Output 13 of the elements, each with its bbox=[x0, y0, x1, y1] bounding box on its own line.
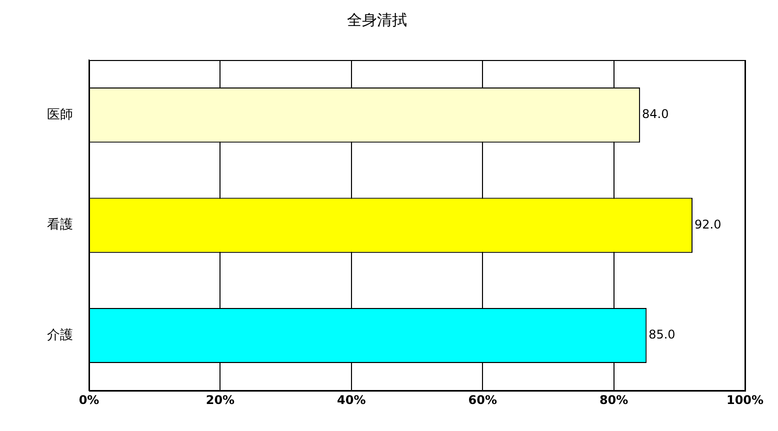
data-label: 84.0 bbox=[642, 107, 669, 122]
y-tick-label: 介護 bbox=[47, 328, 73, 343]
x-tick-label: 60% bbox=[468, 392, 497, 407]
y-tick-label: 看護 bbox=[47, 218, 73, 233]
x-tick-label: 40% bbox=[337, 392, 366, 407]
x-tick-label: 100% bbox=[726, 392, 764, 407]
data-label: 85.0 bbox=[648, 328, 676, 342]
chart-title: 全身清拭 bbox=[347, 10, 407, 29]
x-tick-label: 80% bbox=[599, 392, 628, 407]
x-tick-label: 0% bbox=[78, 392, 100, 407]
y-tick-label: 医師 bbox=[47, 107, 73, 122]
data-label: 92.0 bbox=[694, 217, 722, 232]
x-tick-label: 20% bbox=[206, 392, 235, 407]
